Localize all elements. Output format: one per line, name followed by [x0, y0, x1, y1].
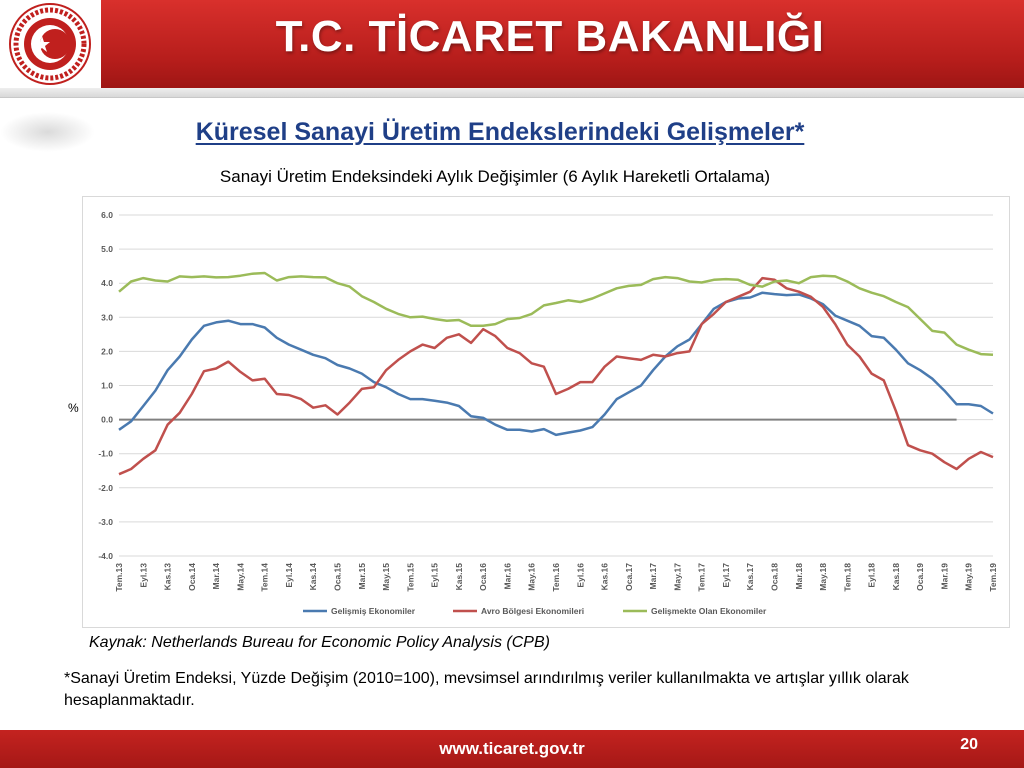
- y-tick-label: 6.0: [101, 210, 113, 220]
- ministry-seal-icon: [9, 3, 91, 85]
- y-tick-label: -2.0: [98, 483, 113, 493]
- x-tick-label: May.18: [818, 563, 828, 591]
- series-line: [118, 271, 994, 357]
- x-tick-label: Mar.14: [211, 563, 221, 590]
- x-tick-label: Eyl.18: [867, 563, 877, 588]
- x-tick-label: Kas.17: [745, 563, 755, 591]
- chart-title: Sanayi Üretim Endeksindeki Aylık Değişim…: [219, 167, 771, 186]
- x-tick-label: May.15: [381, 563, 391, 591]
- x-tick-label: Kas.13: [163, 563, 173, 591]
- x-tick-label: Eyl.15: [430, 563, 440, 588]
- y-tick-label: -4.0: [98, 551, 113, 561]
- y-tick-label: -3.0: [98, 517, 113, 527]
- x-tick-label: Mar.16: [502, 563, 512, 590]
- x-tick-label: Mar.18: [794, 563, 804, 590]
- series-line: [118, 276, 994, 476]
- y-tick-label: 0.0: [101, 415, 113, 425]
- x-tick-label: Oca.17: [624, 563, 634, 591]
- x-tick-label: May.19: [964, 563, 974, 591]
- slide-subtitle: Küresel Sanayi Üretim Endekslerindeki Ge…: [195, 118, 805, 146]
- footer-url[interactable]: www.ticaret.gov.tr: [439, 739, 585, 758]
- x-tick-label: Tem.15: [405, 563, 415, 592]
- y-axis-label: %: [68, 401, 79, 415]
- x-tick-label: Oca.14: [187, 563, 197, 591]
- y-tick-label: 5.0: [101, 244, 113, 254]
- x-tick-label: May.14: [235, 563, 245, 591]
- x-tick-label: May.17: [672, 563, 682, 591]
- x-tick-label: Tem.13: [114, 563, 124, 592]
- page-title: T.C. TİCARET BAKANLIĞI: [275, 12, 825, 61]
- x-tick-label: Eyl.16: [575, 563, 585, 588]
- page-number: 20: [960, 736, 978, 753]
- x-tick-label: Tem.16: [551, 563, 561, 592]
- x-tick-label: Oca.19: [915, 563, 925, 591]
- legend-label: Gelişmekte Olan Ekonomiler: [651, 606, 767, 616]
- y-tick-label: 4.0: [101, 278, 113, 288]
- footer-bar: [0, 730, 1024, 768]
- x-tick-label: Oca.15: [333, 563, 343, 591]
- y-tick-label: 3.0: [101, 312, 113, 322]
- header-bar: [0, 0, 1024, 88]
- series-line: [118, 291, 994, 437]
- y-tick-label: 1.0: [101, 381, 113, 391]
- x-tick-label: Tem.18: [842, 563, 852, 592]
- x-tick-label: Oca.18: [770, 563, 780, 591]
- x-tick-label: Mar.17: [648, 563, 658, 590]
- y-tick-label: 2.0: [101, 346, 113, 356]
- x-tick-label: Eyl.13: [138, 563, 148, 588]
- x-tick-label: Oca.16: [478, 563, 488, 591]
- x-tick-label: Mar.15: [357, 563, 367, 590]
- legend-label: Avro Bölgesi Ekonomileri: [481, 606, 584, 616]
- x-tick-label: Kas.16: [600, 563, 610, 591]
- footnote: *Sanayi Üretim Endeksi, Yüzde Değişim (2…: [64, 670, 909, 709]
- x-tick-label: May.16: [527, 563, 537, 591]
- x-tick-label: Tem.19: [988, 563, 998, 592]
- x-tick-label: Tem.14: [260, 563, 270, 592]
- legend-label: Gelişmiş Ekonomiler: [331, 606, 416, 616]
- x-tick-label: Eyl.17: [721, 563, 731, 588]
- header-divider: [0, 88, 1024, 98]
- chart-frame: 6.0 5.0 4.0 3.0 2.0 1.0 0.0 -1.0 -2.0 -3.0 -4.0 Tem…: [82, 196, 1010, 628]
- x-tick-label: Kas.14: [308, 563, 318, 591]
- y-tick-label: -1.0: [98, 449, 113, 459]
- x-tick-label: Kas.15: [454, 563, 464, 591]
- x-tick-label: Kas.18: [891, 563, 901, 591]
- x-tick-label: Eyl.14: [284, 563, 294, 588]
- x-tick-label: Tem.17: [697, 563, 707, 592]
- x-tick-label: Mar.19: [939, 563, 949, 590]
- ministry-logo: [0, 0, 101, 88]
- decorative-shadow: [0, 112, 95, 152]
- source-note: Kaynak: Netherlands Bureau for Economic …: [89, 634, 550, 651]
- line-chart: 6.05.04.03.02.01.00.0-1.0-2.0-3.0-4.0Tem…: [98, 210, 998, 616]
